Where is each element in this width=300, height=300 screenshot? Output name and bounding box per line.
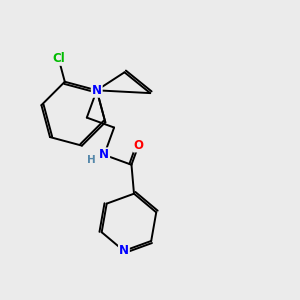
Text: N: N [99, 148, 109, 161]
Text: N: N [92, 84, 102, 97]
Text: H: H [86, 155, 95, 165]
Text: Cl: Cl [52, 52, 65, 65]
Text: N: N [119, 244, 129, 257]
Text: O: O [134, 139, 144, 152]
